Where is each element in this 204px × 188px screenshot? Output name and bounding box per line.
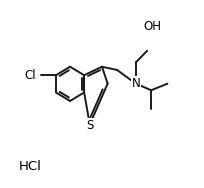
Text: OH: OH [144,20,162,33]
Text: Cl: Cl [24,69,36,82]
Text: S: S [86,119,93,132]
Text: N: N [131,77,140,90]
Text: HCl: HCl [19,160,42,173]
